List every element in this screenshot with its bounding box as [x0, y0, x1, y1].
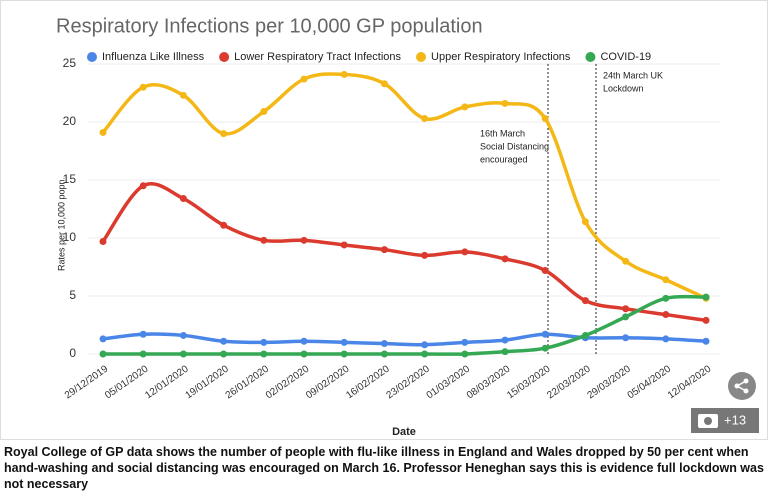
- photo-count: +13: [724, 412, 746, 427]
- data-point: [380, 350, 388, 358]
- share-icon-lines: [736, 380, 747, 392]
- chart: Respiratory Infections per 10,000 GP pop…: [0, 0, 768, 440]
- data-point: [220, 350, 228, 358]
- data-point: [300, 337, 308, 345]
- data-point: [99, 128, 107, 136]
- y-tick-label: 5: [69, 288, 76, 302]
- data-point: [541, 330, 549, 338]
- legend-label: COVID-19: [600, 51, 651, 63]
- data-point: [622, 334, 630, 342]
- data-point: [220, 337, 228, 345]
- legend-marker: [87, 52, 97, 62]
- share-button[interactable]: [728, 372, 756, 400]
- share-icon-bg[interactable]: [728, 372, 756, 400]
- series-line: [101, 182, 707, 323]
- data-point: [139, 83, 147, 91]
- data-point: [461, 103, 469, 111]
- y-tick-label: 10: [63, 230, 77, 244]
- data-point: [260, 236, 268, 244]
- data-point: [99, 335, 107, 343]
- data-point: [220, 221, 228, 229]
- data-point: [622, 305, 630, 313]
- data-point: [179, 195, 187, 203]
- data-point: [501, 255, 509, 263]
- data-point: [702, 293, 710, 301]
- data-point: [461, 248, 469, 256]
- data-point: [139, 182, 147, 190]
- annotation: Social Distancing: [480, 141, 549, 151]
- caption: Royal College of GP data shows the numbe…: [4, 445, 764, 491]
- data-point: [260, 338, 268, 346]
- data-point: [702, 316, 710, 324]
- data-point: [139, 330, 147, 338]
- data-point: [340, 350, 348, 358]
- data-point: [179, 91, 187, 99]
- chart-title: Respiratory Infections per 10,000 GP pop…: [56, 15, 483, 37]
- chart-frame: [0, 0, 768, 440]
- data-point: [99, 350, 107, 358]
- data-point: [421, 341, 429, 349]
- legend-label: Lower Respiratory Tract Infections: [234, 51, 401, 63]
- gallery-button[interactable]: +13: [691, 408, 759, 433]
- y-tick-label: 25: [63, 56, 77, 70]
- data-point: [340, 338, 348, 346]
- data-point: [380, 340, 388, 348]
- y-tick-label: 0: [69, 346, 76, 360]
- data-point: [461, 350, 469, 358]
- data-point: [179, 350, 187, 358]
- data-point: [461, 338, 469, 346]
- data-point: [541, 344, 549, 352]
- data-point: [260, 108, 268, 116]
- data-point: [581, 218, 589, 226]
- data-point: [581, 297, 589, 305]
- annotation: 24th March UK: [603, 70, 663, 80]
- data-point: [622, 257, 630, 265]
- legend-marker: [416, 52, 427, 62]
- data-point: [380, 80, 388, 88]
- data-point: [501, 99, 509, 107]
- data-point: [662, 276, 670, 284]
- camera-lens: [704, 417, 712, 425]
- series-line: [102, 294, 707, 356]
- data-point: [421, 115, 429, 123]
- data-point: [702, 337, 710, 345]
- data-point: [380, 246, 388, 254]
- data-point: [340, 241, 348, 249]
- series-line: [101, 72, 707, 300]
- y-tick-label: 15: [63, 172, 77, 186]
- data-point: [622, 313, 630, 321]
- data-point: [421, 251, 429, 259]
- data-point: [220, 130, 228, 138]
- data-point: [260, 350, 268, 358]
- legend-marker: [219, 52, 230, 62]
- data-point: [662, 294, 670, 302]
- annotation: 16th March: [480, 128, 525, 138]
- annotation: Lockdown: [603, 83, 644, 93]
- data-point: [300, 350, 308, 358]
- data-point: [99, 237, 107, 245]
- data-point: [139, 350, 147, 358]
- data-point: [300, 75, 308, 83]
- annotation: encouraged: [480, 154, 528, 164]
- data-point: [300, 236, 308, 244]
- series-line: [102, 332, 707, 347]
- data-point: [340, 70, 348, 78]
- x-axis-label: Date: [392, 426, 416, 438]
- legend-label: Influenza Like Illness: [102, 51, 205, 63]
- data-point: [501, 348, 509, 356]
- data-point: [541, 266, 549, 274]
- y-axis-label: Rates per 10,000 popn.: [56, 177, 66, 271]
- data-point: [179, 331, 187, 339]
- data-point: [662, 311, 670, 319]
- data-point: [421, 350, 429, 358]
- data-point: [581, 331, 589, 339]
- data-point: [662, 335, 670, 343]
- legend-marker: [585, 52, 596, 62]
- y-tick-label: 20: [63, 114, 77, 128]
- data-point: [501, 336, 509, 344]
- legend-label: Upper Respiratory Infections: [431, 51, 571, 63]
- data-point: [541, 115, 549, 123]
